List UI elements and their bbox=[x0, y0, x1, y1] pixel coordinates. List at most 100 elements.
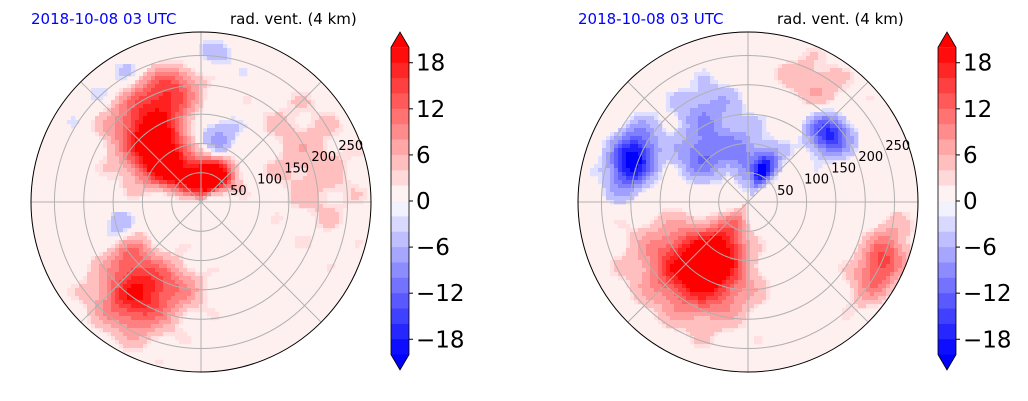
field-cell bbox=[726, 88, 731, 93]
field-cell bbox=[898, 260, 903, 265]
field-cell bbox=[291, 160, 296, 165]
field-cell bbox=[331, 168, 336, 173]
field-cell bbox=[758, 288, 763, 293]
field-cell bbox=[606, 140, 611, 145]
field-cell bbox=[790, 148, 795, 153]
field-cell bbox=[666, 256, 671, 261]
field-cell bbox=[131, 316, 136, 321]
field-cell bbox=[862, 240, 867, 245]
field-cell bbox=[155, 64, 160, 69]
field-cell bbox=[750, 244, 755, 249]
field-cell bbox=[299, 192, 304, 197]
field-cell bbox=[790, 144, 795, 149]
field-cell bbox=[295, 176, 300, 181]
field-cell bbox=[119, 288, 124, 293]
field-cell bbox=[654, 116, 659, 121]
field-cell bbox=[159, 308, 164, 313]
field-cell bbox=[119, 180, 124, 185]
field-cell bbox=[862, 280, 867, 285]
field-cell bbox=[295, 196, 300, 201]
field-cell bbox=[183, 312, 188, 317]
field-cell bbox=[131, 348, 136, 353]
field-cell bbox=[171, 84, 176, 89]
field-cell bbox=[203, 56, 208, 61]
field-cell bbox=[750, 176, 755, 181]
field-cell bbox=[363, 196, 368, 201]
field-cell bbox=[642, 164, 647, 169]
field-cell bbox=[187, 156, 192, 161]
field-cell bbox=[307, 104, 312, 109]
field-cell bbox=[115, 316, 120, 321]
colorbar-tick-label: 18 bbox=[416, 51, 445, 77]
field-cell bbox=[207, 176, 212, 181]
field-cell bbox=[734, 312, 739, 317]
field-cell bbox=[123, 316, 128, 321]
field-cell bbox=[754, 268, 759, 273]
field-cell bbox=[151, 244, 156, 249]
field-cell bbox=[674, 228, 679, 233]
field-cell bbox=[323, 168, 328, 173]
field-cell bbox=[650, 292, 655, 297]
field-cell bbox=[738, 92, 743, 97]
field-cell bbox=[307, 208, 312, 213]
field-cell bbox=[115, 156, 120, 161]
field-cell bbox=[702, 148, 707, 153]
field-cell bbox=[271, 120, 276, 125]
field-cell bbox=[171, 300, 176, 305]
field-cell bbox=[674, 164, 679, 169]
field-cell bbox=[155, 72, 160, 77]
field-cell bbox=[123, 116, 128, 121]
field-cell bbox=[111, 160, 116, 165]
field-cell bbox=[690, 292, 695, 297]
field-cell bbox=[822, 128, 827, 133]
field-cell bbox=[742, 168, 747, 173]
field-cell bbox=[606, 168, 611, 173]
field-cell bbox=[670, 284, 675, 289]
field-cell bbox=[303, 240, 308, 245]
field-cell bbox=[698, 112, 703, 117]
field-cell bbox=[131, 108, 136, 113]
field-cell bbox=[299, 104, 304, 109]
field-cell bbox=[770, 136, 775, 141]
field-cell bbox=[183, 144, 188, 149]
colorbar-segment bbox=[938, 247, 956, 263]
field-cell bbox=[766, 164, 771, 169]
field-cell bbox=[674, 320, 679, 325]
field-cell bbox=[183, 308, 188, 313]
field-cell bbox=[722, 160, 727, 165]
field-cell bbox=[734, 268, 739, 273]
field-cell bbox=[642, 284, 647, 289]
field-cell bbox=[159, 104, 164, 109]
field-cell bbox=[730, 164, 735, 169]
field-cell bbox=[215, 156, 220, 161]
field-cell bbox=[682, 228, 687, 233]
field-cell bbox=[694, 152, 699, 157]
field-cell bbox=[670, 136, 675, 141]
field-cell bbox=[710, 76, 715, 81]
field-cell bbox=[147, 256, 152, 261]
field-cell bbox=[694, 280, 699, 285]
field-cell bbox=[143, 308, 148, 313]
field-cell bbox=[654, 268, 659, 273]
field-cell bbox=[778, 64, 783, 69]
field-cell bbox=[766, 148, 771, 153]
field-cell bbox=[818, 48, 823, 53]
field-cell bbox=[678, 232, 683, 237]
field-cell bbox=[718, 96, 723, 101]
field-cell bbox=[686, 316, 691, 321]
field-cell bbox=[299, 172, 304, 177]
field-cell bbox=[303, 244, 308, 249]
field-cell bbox=[806, 88, 811, 93]
field-cell bbox=[826, 96, 831, 101]
field-cell bbox=[191, 296, 196, 301]
field-cell bbox=[818, 76, 823, 81]
field-cell bbox=[894, 260, 899, 265]
field-cell bbox=[730, 304, 735, 309]
field-cell bbox=[854, 140, 859, 145]
field-cell bbox=[287, 136, 292, 141]
field-cell bbox=[171, 76, 176, 81]
field-cell bbox=[838, 132, 843, 137]
field-cell bbox=[311, 100, 316, 105]
field-cell bbox=[642, 140, 647, 145]
field-cell bbox=[283, 120, 288, 125]
